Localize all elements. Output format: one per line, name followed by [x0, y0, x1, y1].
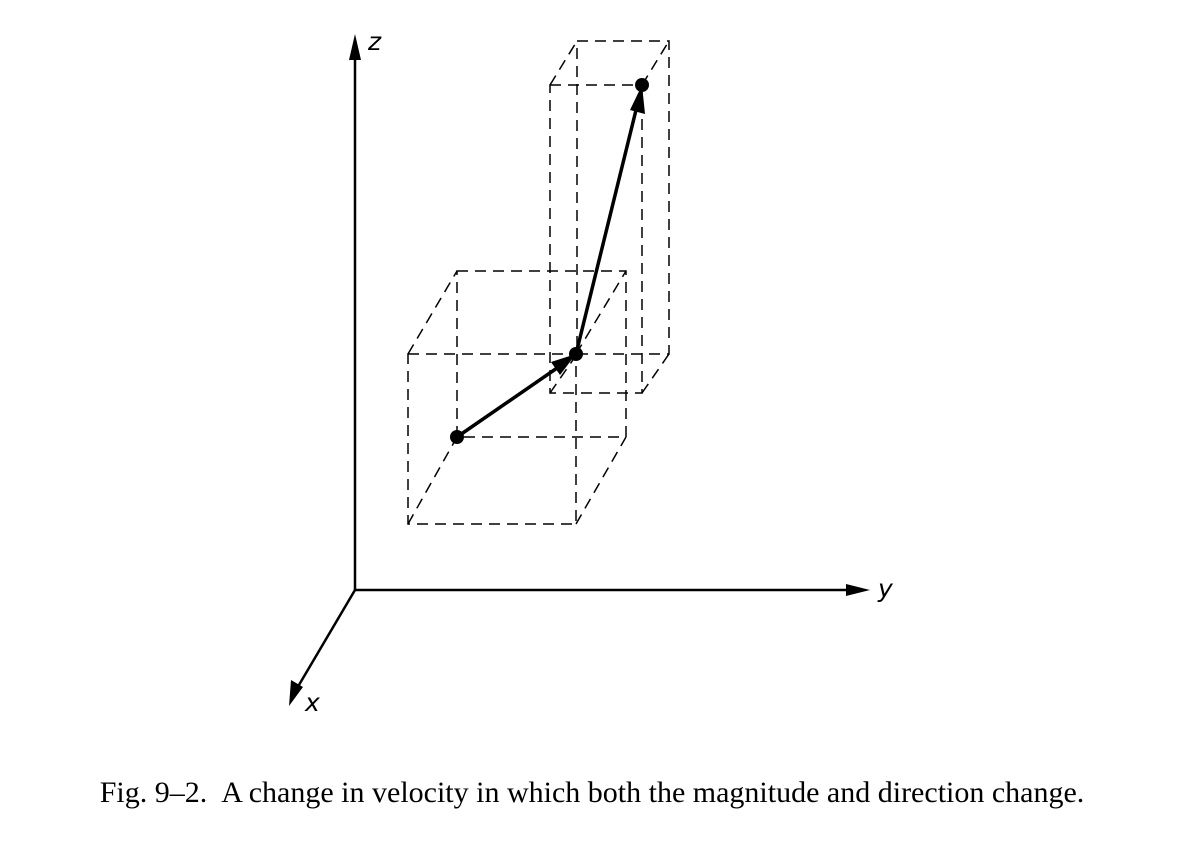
x-axis-arrowhead	[289, 680, 303, 706]
velocity-diagram: z y x	[289, 27, 894, 717]
first-box-edge	[407, 436, 458, 525]
caption-figure-number: Fig. 9–2.	[99, 776, 208, 809]
second-vector-arrowhead	[630, 85, 645, 114]
axes: z y x	[289, 27, 894, 717]
second-box-back-face	[576, 40, 670, 355]
x-axis-label: x	[304, 688, 320, 717]
first-velocity-vector	[456, 364, 561, 439]
start-point	[450, 430, 464, 444]
second-box-edge	[549, 353, 578, 394]
x-axis	[294, 589, 357, 691]
first-velocity-box	[407, 270, 627, 525]
second-box-edge	[641, 40, 670, 86]
second-box-edge	[641, 353, 670, 394]
second-box-front-face	[549, 84, 643, 394]
second-velocity-vector	[574, 105, 639, 355]
second-box-edge	[549, 40, 578, 86]
first-box-edge	[575, 270, 627, 355]
velocity-vectors	[450, 78, 649, 444]
first-box-back-face	[456, 270, 627, 438]
figure-caption: Fig. 9–2. A change in velocity in which b…	[0, 776, 1184, 810]
end-point	[635, 78, 649, 92]
first-vector-arrowhead	[551, 354, 576, 375]
first-box-edge	[575, 436, 627, 525]
second-velocity-box	[549, 40, 670, 394]
first-box-edge	[407, 270, 458, 355]
z-axis-arrowhead	[349, 34, 361, 60]
caption-text: A change in velocity in which both the m…	[221, 776, 1085, 809]
first-box-front-face	[407, 353, 577, 525]
middle-point	[569, 347, 583, 361]
z-axis-label: z	[367, 27, 382, 56]
y-axis-arrowhead	[846, 584, 870, 596]
y-axis-label: y	[877, 574, 894, 603]
